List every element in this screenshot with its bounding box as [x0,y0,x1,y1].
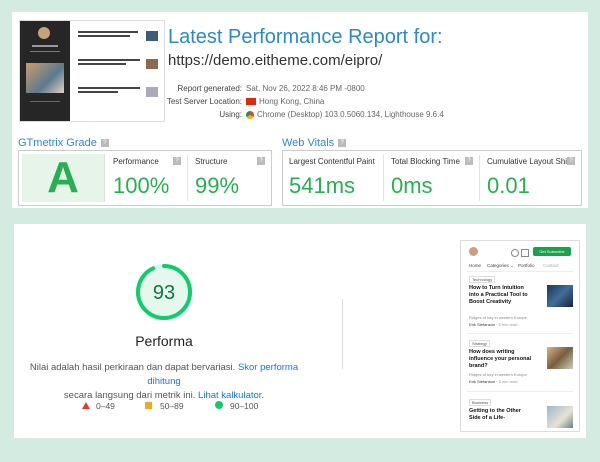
gtmetrix-grade-box: A Performance ? 100% Structure ? 99% [18,150,272,206]
legend-mid-range: 50–89 [160,401,184,411]
thumbnail-photo [26,63,64,93]
pass-circle-icon [215,401,223,409]
preview-nav-home: Home [469,263,482,268]
tbt-value: 0ms [391,173,433,198]
preview-article-excerpt: Ridges of hay in western Europe [469,372,527,377]
subscribe-button: Get Subscribe [533,247,571,256]
cls-value: 0.01 [487,173,530,198]
performance-label: Performance [113,157,159,166]
calculator-link[interactable]: Lihat kalkulator [198,390,262,401]
lighthouse-report-panel: 93 Performa Nilai adalah hasil perkiraan… [14,224,586,438]
report-url[interactable]: https://demo.eitheme.com/eipro/ [168,52,383,69]
help-icon[interactable]: ? [338,139,347,148]
server-location-label: Test Server Location: [166,97,242,106]
preview-article-title: How to Turn Intuition into a Practical T… [469,285,528,305]
panel-divider [342,299,343,369]
preview-article-byline: Erik Stefanson · 5 min read [469,322,518,327]
preview-article-tag: Strategy [469,340,490,347]
performance-category-title: Performa [135,333,193,349]
performance-metric: Performance ? 100% [109,151,185,205]
web-vitals-box: Largest Contentful Paint 541ms Total Blo… [282,150,582,206]
cls-metric: Cumulative Layout Shift ? 0.01 [483,151,579,205]
preview-article-byline: Erik Stefanson · 5 min read [469,379,518,384]
help-icon[interactable]: ? [173,157,181,165]
using-label: Using: [219,110,242,119]
score-description: Nilai adalah hasil perkiraan dan dapat b… [29,362,299,401]
web-vitals-heading: Web Vitals? [282,137,347,149]
preview-nav-portfolio: Portfolio [518,263,535,268]
performance-value: 100% [113,173,170,198]
tbt-label: Total Blocking Time [391,157,460,166]
fail-triangle-icon [82,402,90,409]
legend-low-range: 0–49 [96,401,115,411]
performance-score: 93 [152,282,176,304]
preview-article-excerpt: Ridges of hay in western Europe [469,315,527,320]
page-preview-screenshot[interactable]: Get Subscribe Home Categories ⌄ Portfoli… [460,240,580,432]
preview-article-image [547,285,573,307]
tbt-metric: Total Blocking Time ? 0ms [387,151,477,205]
help-icon[interactable]: ? [567,157,575,165]
thumbnail-avatar [38,27,50,39]
hong-kong-flag-icon [246,98,256,106]
grade-letter: A [22,154,105,202]
help-icon[interactable]: ? [100,139,109,148]
report-title: Latest Performance Report for: [168,26,443,48]
browser-value: Chrome (Desktop) 103.0.5060.134, Lightho… [246,110,444,119]
lcp-value: 541ms [289,173,356,198]
search-icon [511,249,519,257]
lcp-label: Largest Contentful Paint [289,157,375,166]
preview-article-tag: Business [469,399,492,406]
server-location-value: Hong Kong, China [246,97,324,106]
preview-article-image [547,347,573,369]
cls-label: Cumulative Layout Shift [487,157,572,166]
help-icon[interactable]: ? [465,157,473,165]
performance-score-gauge[interactable] [134,262,194,322]
legend-high-range: 90–100 [230,401,259,411]
preview-avatar [469,247,478,256]
preview-nav-categories: Categories ⌄ [487,263,514,268]
preview-article-tag: Technology [469,276,496,283]
structure-value: 99% [195,173,240,198]
preview-article-title: Getting to the Other Side of a Life- [469,408,521,421]
report-generated-value: Sat, Nov 26, 2022 8:46 PM -0800 [246,84,365,93]
gtmetrix-grade-heading: GTmetrix Grade? [18,137,109,149]
average-square-icon [145,402,152,409]
chrome-icon [246,110,254,119]
lcp-metric: Largest Contentful Paint 541ms [285,151,381,205]
moon-icon [521,249,529,257]
structure-metric: Structure ? 99% [191,151,269,205]
report-generated-label: Report generated: [177,84,243,93]
structure-label: Structure [195,157,228,166]
preview-article-title: How does writing influence your personal… [469,349,532,369]
preview-nav-contact: Contact [543,263,559,268]
help-icon[interactable]: ? [257,157,265,165]
gtmetrix-report-panel: Latest Performance Report for: https://d… [12,12,588,208]
page-screenshot-thumbnail[interactable] [19,20,165,122]
score-calculation-link[interactable]: Skor performa dihitung [147,362,299,387]
preview-article-image [547,406,573,428]
